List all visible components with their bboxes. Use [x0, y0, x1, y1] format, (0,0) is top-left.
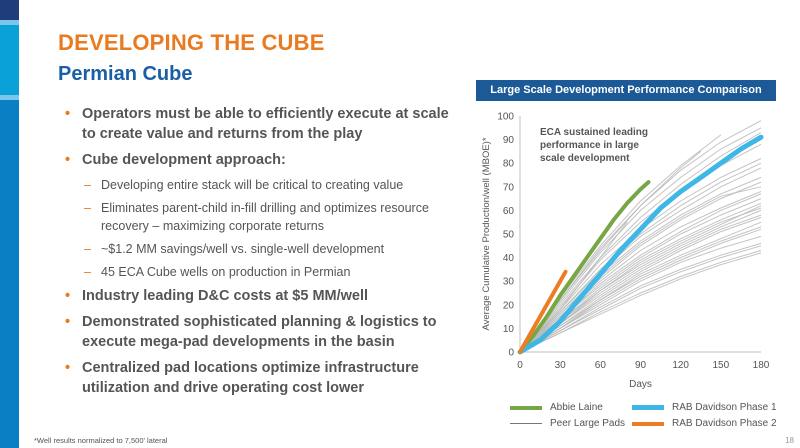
- peer-large-pad-line: [519, 162, 762, 353]
- peer-large-pad-line: [519, 127, 762, 353]
- slide-title: DEVELOPING THE CUBE: [58, 30, 325, 55]
- x-tick-label: 30: [555, 360, 567, 371]
- peer-large-pad-line: [519, 191, 762, 353]
- y-tick-label: 0: [508, 348, 514, 359]
- bullet-item: Centralized pad locations optimize infra…: [64, 358, 464, 398]
- y-tick-label: 30: [503, 277, 515, 288]
- peer-large-pad-line: [519, 252, 762, 353]
- x-tick-label: 0: [517, 360, 523, 371]
- x-tick-label: 150: [712, 360, 729, 371]
- accent-stripe: [0, 20, 19, 25]
- peer-large-pad-line: [519, 245, 762, 353]
- y-tick-label: 50: [503, 230, 515, 241]
- sub-bullet-item: Eliminates parent-child in-fill drilling…: [64, 199, 464, 235]
- y-tick-label: 10: [503, 324, 515, 335]
- bullet-list: Operators must be able to efficiently ex…: [64, 104, 464, 404]
- sub-bullet-item: ~$1.2 MM savings/well vs. single-well de…: [64, 240, 464, 258]
- x-tick-label: 60: [595, 360, 607, 371]
- chart-title: Large Scale Development Performance Comp…: [476, 80, 776, 101]
- y-axis-label: Average Cumulative Production/well (MBOE…: [481, 137, 492, 330]
- legend-swatch-abbie-laine: [510, 405, 542, 410]
- rab-davidson-phase-1-line: [517, 134, 764, 355]
- slide-subtitle: Permian Cube: [58, 63, 193, 85]
- legend-item-abbie-laine: Abbie Laine: [510, 402, 603, 413]
- x-tick-label: 120: [672, 360, 689, 371]
- peer-large-pad-line: [519, 186, 762, 353]
- sub-bullet-item: Developing entire stack will be critical…: [64, 176, 464, 194]
- sub-bullet-item: 45 ECA Cube wells on production in Permi…: [64, 263, 464, 281]
- y-tick-label: 20: [503, 300, 515, 311]
- x-tick-label: 180: [753, 360, 770, 371]
- y-tick-label: 80: [503, 159, 515, 170]
- legend-item-rab-davidson-phase-1: RAB Davidson Phase 1: [632, 402, 777, 413]
- legend-swatch-rab-davidson-phase-1: [632, 405, 664, 410]
- bullet-item: Demonstrated sophisticated planning & lo…: [64, 312, 464, 352]
- legend-item-peer-large-pads: Peer Large Pads: [510, 418, 625, 429]
- y-tick-label: 100: [497, 112, 514, 123]
- x-axis-label: Days: [629, 379, 652, 390]
- peer-large-pad-line: [519, 132, 762, 353]
- legend-label-abbie-laine: Abbie Laine: [550, 402, 603, 413]
- x-tick-label: 90: [635, 360, 647, 371]
- legend-label-rab-davidson-phase-1: RAB Davidson Phase 1: [672, 402, 777, 413]
- footnote: *Well results normalized to 7,500' later…: [34, 436, 168, 445]
- bullet-item: Industry leading D&C costs at $5 MM/well: [64, 286, 464, 306]
- legend-swatch-rab-davidson-phase-2: [632, 421, 664, 426]
- y-tick-label: 40: [503, 253, 515, 264]
- chart-annotation: ECA sustained leading performance in larg…: [540, 127, 648, 164]
- bullet-item: Cube development approach:: [64, 150, 464, 170]
- peer-large-pad-line: [519, 214, 762, 353]
- peer-large-pad-line: [519, 226, 762, 353]
- peer-large-pad-line: [519, 221, 762, 353]
- production-line-chart: 0 10 20 30 40 50 60 70 80 90 100 0 30 60 90 120 150 180 Da…: [481, 112, 770, 391]
- y-tick-label: 60: [503, 206, 515, 217]
- legend-item-rab-davidson-phase-2: RAB Davidson Phase 2: [632, 418, 777, 429]
- legend-label-peer-large-pads: Peer Large Pads: [550, 418, 626, 429]
- peer-large-pad-line: [519, 221, 628, 353]
- page-number: 18: [785, 436, 794, 445]
- y-tick-label: 70: [503, 182, 515, 193]
- abbie-laine-line: [518, 180, 651, 354]
- accent-bar: [0, 0, 19, 448]
- rab-davidson-phase-2-line: [518, 269, 568, 354]
- bullet-item: Operators must be able to efficiently ex…: [64, 104, 464, 144]
- accent-stripe: [0, 95, 19, 100]
- y-tick-label: 90: [503, 135, 515, 146]
- chart-legend: Abbie Laine Peer Large Pads RAB Davidson…: [510, 402, 780, 432]
- legend-swatch-peer-large-pads: [510, 423, 542, 424]
- legend-label-rab-davidson-phase-2: RAB Davidson Phase 2: [672, 418, 777, 429]
